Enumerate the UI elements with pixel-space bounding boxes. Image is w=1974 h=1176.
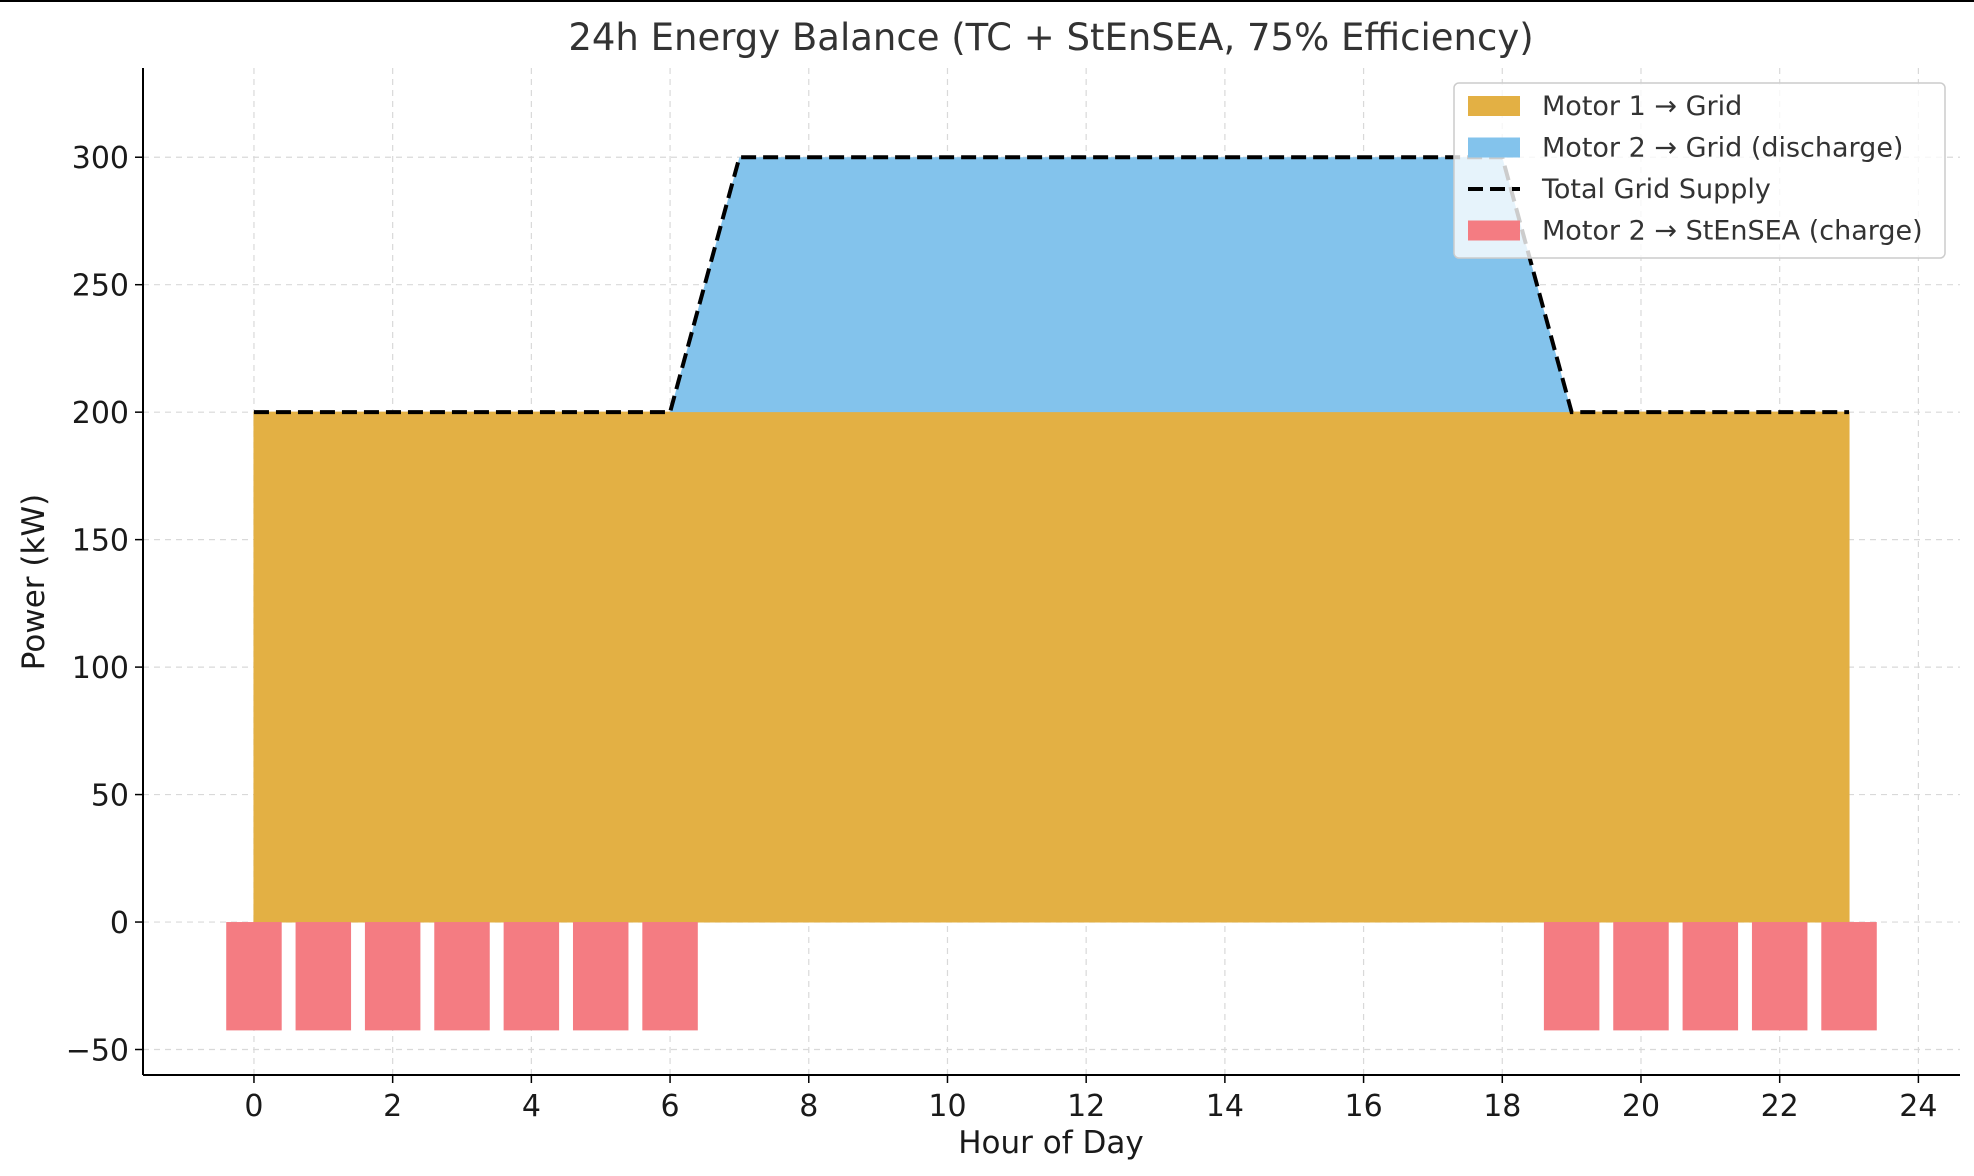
legend-label: Motor 1 → Grid xyxy=(1542,91,1742,122)
legend-label: Total Grid Supply xyxy=(1541,174,1771,205)
y-tick-label: 0 xyxy=(110,906,129,941)
area-series xyxy=(253,157,1850,923)
x-tick-label: 10 xyxy=(928,1089,966,1124)
line-series xyxy=(253,155,1850,415)
charge-bar xyxy=(1682,922,1739,1031)
x-tick-label: 24 xyxy=(1899,1089,1937,1124)
y-tick-label: 50 xyxy=(91,779,129,814)
y-tick-label: 200 xyxy=(72,396,129,431)
y-tick-label: 150 xyxy=(72,524,129,559)
charge-bar xyxy=(1751,922,1808,1031)
x-tick-label: 2 xyxy=(383,1089,402,1124)
y-axis-title: Power (kW) xyxy=(16,494,52,670)
legend-label: Motor 2 → StEnSEA (charge) xyxy=(1542,216,1923,247)
charge-bar xyxy=(226,922,282,1031)
motor1-grid-area xyxy=(253,411,1850,923)
charge-bar xyxy=(642,922,698,1031)
charge-bar xyxy=(295,922,352,1031)
x-tick-label: 18 xyxy=(1483,1089,1521,1124)
x-tick-label: 8 xyxy=(799,1089,818,1124)
charge-bar xyxy=(503,922,560,1031)
legend: Motor 1 → Grid Motor 2 → Grid (discharge)… xyxy=(1453,82,1946,259)
total-grid-supply-line xyxy=(253,155,1850,415)
y-tick-label: 250 xyxy=(72,269,129,304)
x-tick-label: 14 xyxy=(1206,1089,1244,1124)
x-tick-label: 12 xyxy=(1067,1089,1105,1124)
x-tick-label: 0 xyxy=(244,1089,263,1124)
x-tick-label: 16 xyxy=(1344,1089,1382,1124)
charge-bar xyxy=(1613,922,1669,1031)
legend-swatch xyxy=(1468,137,1520,158)
motor2-discharge-area xyxy=(253,157,1850,413)
legend-label: Motor 2 → Grid (discharge) xyxy=(1542,133,1903,164)
x-tick-label: 4 xyxy=(522,1089,541,1124)
charge-bars xyxy=(226,922,1877,1031)
charge-bar xyxy=(434,922,490,1031)
charge-bar xyxy=(1543,922,1600,1031)
tick-labels: 0 2 4 6 8 10 12 14 16 18 20 22 24−500501001502002503… xyxy=(66,141,1938,1124)
x-tick-label: 22 xyxy=(1761,1089,1799,1124)
charge-bar xyxy=(1821,922,1877,1031)
legend-frame xyxy=(1453,82,1946,259)
charge-bar xyxy=(572,922,629,1031)
y-tick-label: 100 xyxy=(72,651,129,686)
x-axis-title: Hour of Day xyxy=(958,1125,1143,1161)
y-tick-label: 300 xyxy=(72,141,129,176)
legend-swatch xyxy=(1468,220,1520,241)
axes xyxy=(142,68,1960,1076)
charge-bar xyxy=(364,922,421,1031)
legend-swatch xyxy=(1468,96,1520,116)
y-tick-label: −50 xyxy=(66,1034,129,1069)
x-tick-label: 6 xyxy=(661,1089,680,1124)
x-tick-label: 20 xyxy=(1622,1089,1660,1124)
chart-title: 24h Energy Balance (TC + StEnSEA, 75% Ef… xyxy=(568,16,1533,59)
